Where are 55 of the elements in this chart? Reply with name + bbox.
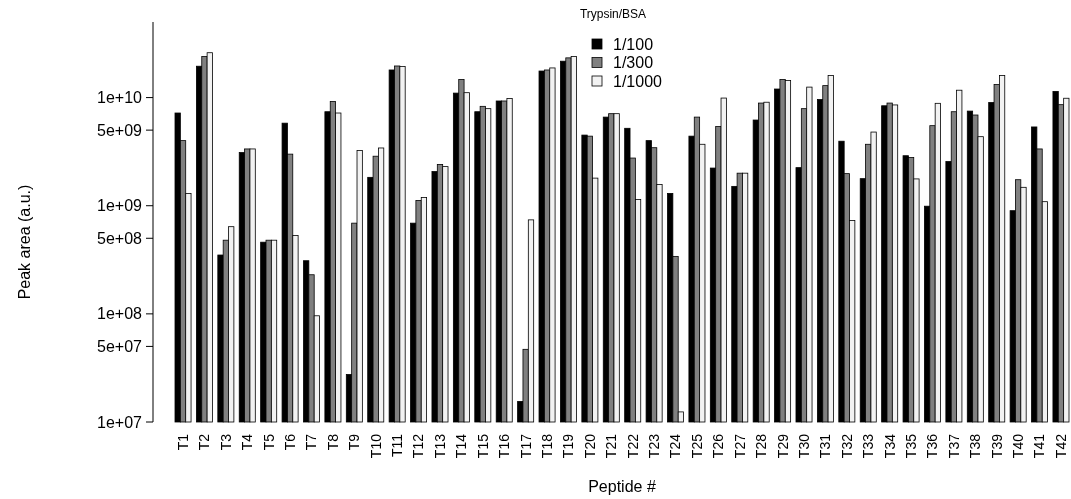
x-tick-label: T40 xyxy=(1010,433,1027,459)
x-tick-label: T27 xyxy=(731,433,748,459)
x-tick-label: T34 xyxy=(881,433,898,459)
x-tick-label: T4 xyxy=(239,433,256,451)
y-tick-label: 1e+10 xyxy=(97,89,143,107)
y-tick-label: 5e+07 xyxy=(97,338,143,356)
x-tick-label: T29 xyxy=(774,433,791,459)
x-tick-label: T3 xyxy=(217,433,234,451)
legend-label: 1/1000 xyxy=(613,72,663,90)
x-tick-label: T16 xyxy=(496,433,513,459)
x-tick-label: T22 xyxy=(624,433,641,459)
x-tick-label: T12 xyxy=(410,433,427,459)
y-tick-label: 1e+09 xyxy=(97,197,143,215)
x-tick-label: T23 xyxy=(646,433,663,459)
x-tick-label: T9 xyxy=(346,433,363,451)
x-tick-label: T41 xyxy=(1031,433,1048,459)
x-tick-label: T2 xyxy=(196,433,213,451)
legend-label: 1/100 xyxy=(613,35,654,53)
x-tick-label: T36 xyxy=(924,433,941,459)
x-tick-label: T21 xyxy=(603,433,620,459)
x-tick-label: T24 xyxy=(667,433,684,459)
x-tick-label: T32 xyxy=(838,433,855,459)
x-tick-label: T42 xyxy=(1052,433,1069,459)
y-tick-label: 1e+08 xyxy=(97,305,143,323)
x-tick-label: T7 xyxy=(303,433,320,451)
x-tick-label: T39 xyxy=(988,433,1005,459)
x-tick-label: T30 xyxy=(795,433,812,459)
x-tick-label: T26 xyxy=(710,433,727,459)
x-tick-label: T19 xyxy=(560,433,577,459)
x-tick-label: T31 xyxy=(817,433,834,459)
y-tick-label: 5e+09 xyxy=(97,121,143,139)
x-tick-label: T1 xyxy=(174,433,191,451)
x-tick-label: T18 xyxy=(538,433,555,459)
x-tick-label: T5 xyxy=(260,433,277,451)
x-tick-label: T17 xyxy=(517,433,534,459)
x-tick-label: T10 xyxy=(367,433,384,459)
x-tick-label: T25 xyxy=(688,433,705,459)
x-tick-label: T37 xyxy=(945,433,962,459)
x-tick-label: T20 xyxy=(581,433,598,459)
x-tick-label: T33 xyxy=(860,433,877,459)
legend-label: 1/300 xyxy=(613,54,654,72)
x-tick-label: T28 xyxy=(753,433,770,459)
x-tick-label: T38 xyxy=(967,433,984,459)
x-tick-label: T13 xyxy=(431,433,448,459)
y-axis-title: Peak area (a.u.) xyxy=(16,184,33,300)
y-tick-label: 5e+08 xyxy=(97,229,143,247)
x-tick-label: T6 xyxy=(282,433,298,451)
x-axis-title: Peptide # xyxy=(588,478,656,495)
x-tick-label: T15 xyxy=(474,433,491,459)
y-tick-label: 1e+07 xyxy=(97,413,143,431)
legend-title: Trypsin/BSA xyxy=(579,7,647,22)
x-tick-label: T11 xyxy=(389,433,406,458)
x-tick-label: T35 xyxy=(902,433,919,459)
x-tick-label: T14 xyxy=(453,433,470,459)
x-tick-label: T8 xyxy=(324,433,341,451)
